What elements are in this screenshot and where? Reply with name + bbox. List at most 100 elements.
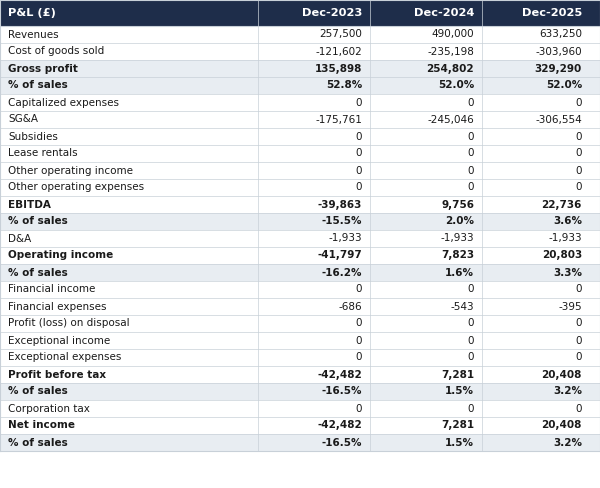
Text: 0: 0 [575,165,582,176]
Text: -41,797: -41,797 [317,250,362,261]
Text: P&L (£): P&L (£) [8,8,56,18]
Text: -686: -686 [338,302,362,311]
Text: 257,500: 257,500 [319,29,362,40]
Bar [0,400,600,417]
Text: 7,823: 7,823 [441,250,474,261]
Text: 20,408: 20,408 [542,421,582,430]
Text: Cost of goods sold: Cost of goods sold [8,46,104,57]
Text: -1,933: -1,933 [548,233,582,244]
Text: 0: 0 [575,336,582,346]
Text: Corporation tax: Corporation tax [8,404,90,413]
Bar [0,281,600,298]
Bar [0,145,600,162]
Text: 0: 0 [467,148,474,159]
Text: 0: 0 [467,285,474,294]
Text: Other operating income: Other operating income [8,165,133,176]
Text: Net income: Net income [8,421,75,430]
Text: 0: 0 [575,98,582,107]
Text: 0: 0 [575,319,582,328]
Bar [0,332,600,349]
Text: 0: 0 [575,285,582,294]
Text: 0: 0 [467,352,474,363]
Text: 0: 0 [355,285,362,294]
Text: 52.0%: 52.0% [546,81,582,90]
Text: EBITDA: EBITDA [8,200,51,209]
Text: 0: 0 [467,404,474,413]
Text: 0: 0 [355,98,362,107]
Bar [0,26,600,43]
Text: 1.5%: 1.5% [445,438,474,447]
Text: 52.0%: 52.0% [438,81,474,90]
Text: % of sales: % of sales [8,386,68,396]
Text: Dec-2025: Dec-2025 [522,8,582,18]
Text: 3.2%: 3.2% [553,438,582,447]
Text: % of sales: % of sales [8,438,68,447]
Bar [0,111,600,128]
Text: -245,046: -245,046 [427,115,474,124]
Bar [0,94,600,111]
Bar [0,128,600,145]
Text: % of sales: % of sales [8,81,68,90]
Text: Lease rentals: Lease rentals [8,148,77,159]
Text: 0: 0 [467,131,474,142]
Text: 329,290: 329,290 [535,63,582,74]
Text: -175,761: -175,761 [315,115,362,124]
Bar [0,434,600,451]
Text: -16.5%: -16.5% [322,386,362,396]
Text: Dec-2024: Dec-2024 [413,8,474,18]
Text: Operating income: Operating income [8,250,113,261]
Text: 0: 0 [355,183,362,192]
Bar [0,417,600,434]
Bar [0,349,600,366]
Text: 20,408: 20,408 [542,369,582,380]
Text: -303,960: -303,960 [535,46,582,57]
Text: 254,802: 254,802 [427,63,474,74]
Text: 0: 0 [355,165,362,176]
Text: 0: 0 [355,131,362,142]
Bar [0,77,600,94]
Text: 0: 0 [575,404,582,413]
Text: 2.0%: 2.0% [445,217,474,226]
Text: 0: 0 [355,148,362,159]
Text: 0: 0 [355,319,362,328]
Bar [0,298,600,315]
Text: SG&A: SG&A [8,115,38,124]
Bar [0,213,600,230]
Text: Exceptional expenses: Exceptional expenses [8,352,121,363]
Text: -16.2%: -16.2% [322,267,362,278]
Text: 22,736: 22,736 [542,200,582,209]
Text: 3.6%: 3.6% [553,217,582,226]
Text: Exceptional income: Exceptional income [8,336,110,346]
Text: Capitalized expenses: Capitalized expenses [8,98,119,107]
Text: 3.2%: 3.2% [553,386,582,396]
Text: -42,482: -42,482 [317,369,362,380]
Text: 1.5%: 1.5% [445,386,474,396]
Text: 0: 0 [575,352,582,363]
Text: Profit (loss) on disposal: Profit (loss) on disposal [8,319,130,328]
Text: 0: 0 [575,183,582,192]
Text: 20,803: 20,803 [542,250,582,261]
Bar [0,162,600,179]
Text: -395: -395 [559,302,582,311]
Bar [0,179,600,196]
Text: % of sales: % of sales [8,267,68,278]
Bar [0,264,600,281]
Text: 0: 0 [355,352,362,363]
Bar [0,60,600,77]
Bar [0,315,600,332]
Text: -1,933: -1,933 [440,233,474,244]
Text: 1.6%: 1.6% [445,267,474,278]
Text: Gross profit: Gross profit [8,63,78,74]
Text: -16.5%: -16.5% [322,438,362,447]
Bar [0,43,600,60]
Text: Financial income: Financial income [8,285,95,294]
Bar [0,247,600,264]
Bar [0,366,600,383]
Text: Other operating expenses: Other operating expenses [8,183,144,192]
Text: D&A: D&A [8,233,31,244]
Text: 3.3%: 3.3% [553,267,582,278]
Text: 0: 0 [355,336,362,346]
Text: -1,933: -1,933 [328,233,362,244]
Text: 0: 0 [355,404,362,413]
Text: 633,250: 633,250 [539,29,582,40]
